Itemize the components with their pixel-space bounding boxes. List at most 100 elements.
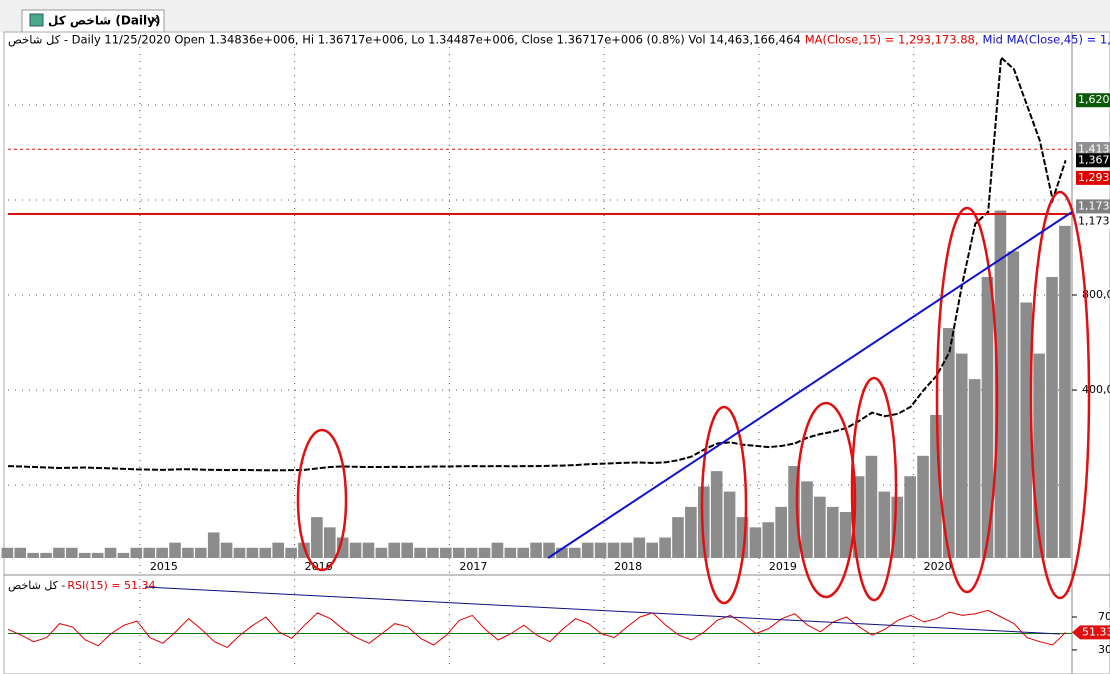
header-mid-ma: Mid MA(Close,45) = 1,413,54 (983, 33, 1110, 47)
price-label-box (1076, 153, 1110, 168)
volume-bar (207, 532, 220, 558)
x-tick-label: 2017 (459, 560, 487, 573)
volume-bar (852, 476, 865, 558)
price-label-box (1076, 199, 1110, 214)
volume-bar (66, 547, 78, 558)
volume-bar (556, 547, 568, 558)
volume-bar (775, 506, 787, 558)
volume-bar (814, 496, 826, 558)
x-tick-label: 2018 (614, 560, 642, 573)
volume-bar (633, 537, 646, 558)
volume-bar (233, 547, 246, 558)
rsi-header-prefix: کل شاخص - (8, 579, 65, 592)
volume-bar (388, 542, 401, 558)
volume-bar (53, 547, 65, 558)
price-label-box (1076, 142, 1110, 157)
volume-bar (891, 496, 904, 558)
price-label-box (1076, 93, 1110, 108)
volume-bar (259, 547, 272, 558)
volume-bar (104, 547, 117, 558)
volume-bar (40, 552, 52, 558)
rsi-last-label: 51.33 (1082, 625, 1110, 638)
volume-bar (465, 547, 478, 558)
highlight-ellipse (1029, 190, 1091, 600)
volume-bar (620, 542, 633, 558)
volume-bar (646, 542, 659, 558)
volume-bar (169, 542, 181, 558)
volume-bar (865, 455, 878, 558)
volume-bar (1007, 251, 1020, 558)
volume-bar (659, 537, 671, 558)
volume-bar (943, 328, 955, 558)
annotations (296, 190, 1091, 605)
header-ma: MA(Close,15) = 1,293,173.88, (805, 33, 979, 47)
volume-bar (736, 517, 749, 558)
price-label: 1,173 (1078, 199, 1110, 212)
volume-bar (994, 210, 1007, 558)
volume-bar (839, 512, 852, 558)
highlight-ellipse (795, 401, 857, 599)
volume-bar (749, 527, 762, 558)
volume-bar (917, 455, 929, 558)
price-label-box (1076, 170, 1110, 185)
volume-bar (311, 517, 323, 558)
volume-bar (530, 542, 542, 558)
highlight-ellipse (296, 428, 348, 572)
volume-bar (904, 476, 916, 558)
volume-bar (672, 517, 684, 558)
rsi-last-box (1072, 625, 1110, 640)
price-label: 1,293 (1078, 171, 1110, 184)
volume-bar (517, 547, 530, 558)
volume-bar (130, 547, 143, 558)
volume-bar (1046, 276, 1058, 558)
volume-bar (1020, 302, 1033, 558)
volume-bar (27, 552, 39, 558)
price-label: 1,173 (1078, 214, 1110, 227)
volume-bar (723, 491, 736, 558)
price-label: 1,413 (1078, 142, 1110, 155)
volume-bar (478, 547, 491, 558)
volume-bar (349, 542, 362, 558)
tab-bar (0, 0, 1110, 32)
highlight-ellipse (850, 376, 898, 602)
highlight-ellipse (935, 206, 999, 594)
tab-close[interactable]: ✕ (150, 14, 159, 27)
x-tick-label: 2019 (769, 560, 797, 573)
volume-bar (401, 542, 413, 558)
volume-bar (117, 552, 130, 558)
volume-bar (298, 542, 310, 558)
volume-bar (427, 547, 439, 558)
volume-bar (1, 547, 14, 558)
highlight-ellipse (700, 405, 748, 605)
volume-bar (323, 527, 336, 558)
volume-bar (697, 486, 710, 558)
volume-bar (710, 471, 723, 558)
volume-bar (452, 547, 465, 558)
tab-icon (29, 13, 44, 27)
volume-bar (826, 506, 839, 558)
rsi-header: RSI(15) = 51.34 (67, 579, 155, 592)
price-label: 1,620 (1078, 93, 1110, 106)
volume-bar (91, 552, 104, 558)
trend-line (547, 211, 1073, 559)
volume-bar (182, 547, 194, 558)
chart-frame (3, 31, 1110, 674)
y-tick-label: 400,0 (1082, 383, 1110, 396)
volume-bar (414, 547, 426, 558)
header-info: کل شاخص - Daily 11/25/2020 Open 1.34836e… (8, 33, 801, 48)
volume-bar (78, 552, 91, 558)
volume-bar (607, 542, 620, 558)
volume-bar (1059, 225, 1071, 558)
volume-bar (14, 547, 27, 558)
volume-bar (220, 542, 233, 558)
volume-bar (336, 537, 349, 558)
price-label-box (1076, 214, 1110, 229)
rsi-line (7, 609, 1066, 648)
y-tick-label: 800,0 (1082, 288, 1110, 301)
volume-bar (685, 506, 697, 558)
tab-title: شاخص کل (Daily) (48, 14, 160, 28)
volume-bar (491, 542, 504, 558)
rsi-tick-label: 30 (1098, 643, 1110, 656)
